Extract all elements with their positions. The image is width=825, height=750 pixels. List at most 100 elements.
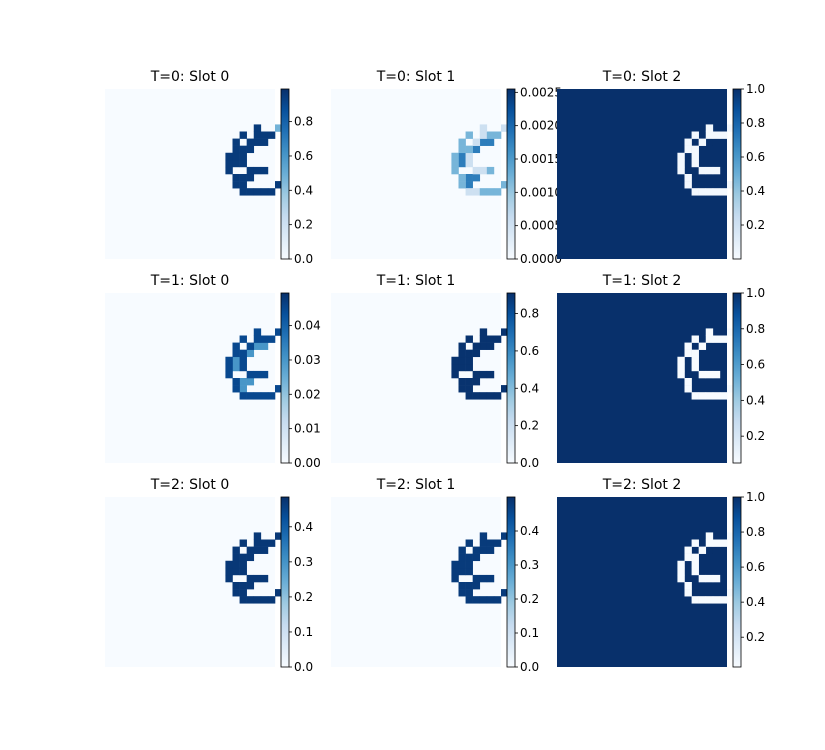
panel-title: T=2: Slot 1: [376, 477, 456, 493]
heatmap-cell: [246, 166, 255, 175]
heatmap-cell: [493, 188, 502, 196]
heatmap-cell: [479, 166, 488, 175]
heatmap-cell: [472, 342, 481, 350]
heatmap-panel: T=2: Slot 0 0.0 0.1 0.2 0.3 0.4: [105, 477, 313, 674]
heatmap-cell: [472, 166, 481, 175]
colorbar-tick-label: 0.0020: [520, 119, 562, 133]
heatmap-cell: [253, 131, 262, 139]
heatmap-cell: [246, 342, 255, 350]
heatmap-cell: [712, 166, 721, 175]
heatmap-cell: [225, 166, 233, 175]
heatmap-cell: [465, 582, 473, 590]
heatmap-cell: [691, 392, 699, 400]
heatmap-cell: [501, 328, 509, 336]
heatmap-cell: [698, 596, 707, 604]
heatmap-cell: [501, 124, 509, 132]
heatmap-cell: [246, 145, 255, 154]
heatmap-cell: [684, 342, 692, 350]
heatmap-cell: [458, 356, 466, 365]
heatmap-cell: [698, 166, 707, 175]
heatmap-cell: [267, 392, 276, 400]
heatmap-cell: [479, 138, 488, 146]
heatmap-cell: [493, 335, 502, 343]
heatmap-cell: [232, 174, 240, 182]
heatmap-cell: [472, 392, 481, 400]
heatmap-cell: [684, 181, 692, 189]
heatmap-cell: [239, 181, 247, 189]
heatmap-cell: [705, 546, 714, 554]
heatmap-panel: T=2: Slot 1 0.0 0.1 0.2 0.3 0.4: [331, 477, 539, 674]
heatmap-cell: [225, 574, 233, 583]
heatmap-cell: [705, 370, 714, 379]
heatmap-cell: [486, 335, 495, 343]
heatmap-cell: [451, 363, 459, 372]
heatmap-cell: [712, 596, 721, 604]
heatmap-cell: [458, 567, 466, 576]
heatmap-cell: [260, 166, 269, 175]
heatmap-cell: [712, 138, 721, 146]
heatmap-cell: [691, 363, 699, 372]
heatmap-cell: [260, 574, 269, 583]
heatmap-cell: [239, 174, 247, 182]
heatmap-cell: [232, 560, 240, 569]
heatmap-cell: [691, 188, 699, 196]
heatmap-cell: [684, 546, 692, 554]
heatmap-cell: [246, 574, 255, 583]
heatmap-panel: T=0: Slot 0 0.0 0.2 0.4 0.6 0.8: [105, 69, 313, 266]
heatmap-cell: [458, 378, 466, 386]
colorbar-tick-label: 0.2: [746, 218, 765, 232]
heatmap-cell: [719, 539, 728, 547]
heatmap-cell: [712, 574, 721, 583]
colorbar: [732, 496, 742, 668]
heatmap-cell: [698, 392, 707, 400]
colorbar-tick-label: 0.1: [294, 625, 313, 639]
heatmap-cell: [267, 335, 276, 343]
heatmap-cell: [479, 328, 488, 336]
heatmap-cell: [246, 349, 255, 358]
heatmap-cell: [232, 356, 240, 365]
heatmap-cell: [232, 342, 240, 350]
heatmap-cell: [451, 152, 459, 161]
heatmap-cell: [472, 546, 481, 554]
heatmap-cell: [458, 546, 466, 554]
heatmap-cell: [465, 392, 473, 400]
heatmap-cell: [239, 553, 247, 562]
heatmap-cell: [698, 174, 707, 182]
panel-title: T=0: Slot 2: [602, 69, 682, 85]
heatmap-cell: [239, 582, 247, 590]
heatmap-cell: [479, 131, 488, 139]
heatmap-cell: [684, 349, 692, 358]
heatmap-cell: [239, 567, 247, 576]
heatmap-cell: [479, 596, 488, 604]
heatmap-cell: [232, 589, 240, 597]
colorbar-tick-label: 0.4: [520, 524, 539, 538]
heatmap-cell: [472, 574, 481, 583]
heatmap-cell: [465, 145, 473, 154]
heatmap-cell: [275, 385, 283, 393]
heatmap-cell: [479, 392, 488, 400]
panel-title: T=1: Slot 2: [602, 273, 682, 289]
heatmap-cell: [260, 188, 269, 196]
heatmap-cell: [472, 596, 481, 604]
colorbar-tick-label: 0.8: [746, 525, 765, 539]
colorbar-tick-label: 0.6: [746, 358, 765, 372]
colorbar-tick-label: 0.02: [294, 387, 321, 401]
heatmap-cell: [691, 385, 699, 393]
heatmap-cell: [486, 138, 495, 146]
heatmap-cell: [472, 553, 481, 562]
heatmap-cell: [698, 553, 707, 562]
heatmap-cell: [465, 188, 473, 196]
heatmap-cell: [253, 342, 262, 350]
heatmap-cell: [479, 532, 488, 540]
heatmap-cell: [458, 589, 466, 597]
colorbar-tick-label: 0.0: [520, 456, 539, 470]
heatmap-cell: [493, 392, 502, 400]
heatmap-cell: [479, 574, 488, 583]
heatmap-cell: [691, 378, 699, 386]
heatmap-cell: [705, 166, 714, 175]
colorbar: [506, 88, 516, 260]
heatmap-cell: [705, 124, 714, 132]
heatmap-cell: [465, 335, 473, 343]
heatmap-cell: [225, 567, 233, 576]
heatmap-cell: [451, 166, 459, 175]
